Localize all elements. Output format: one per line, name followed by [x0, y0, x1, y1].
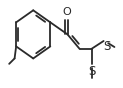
Text: O: O: [62, 7, 71, 17]
Text: S: S: [104, 40, 111, 53]
Text: S: S: [88, 65, 95, 78]
